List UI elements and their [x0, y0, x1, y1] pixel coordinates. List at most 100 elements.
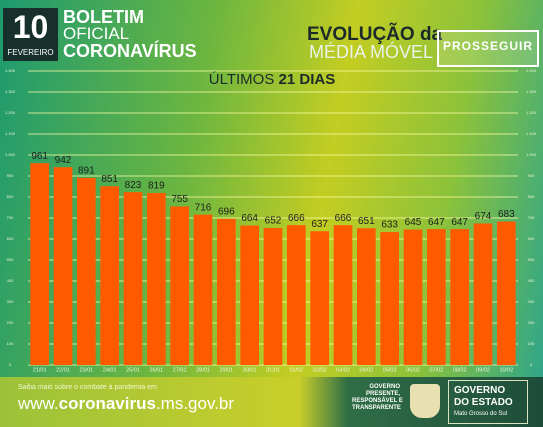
y2-tick-label: 1.200 [526, 110, 537, 115]
x-tick-label: 25/01 [126, 367, 140, 373]
x-tick-label: 22/01 [56, 367, 70, 373]
y-tick-label: 600 [7, 236, 14, 241]
y-tick-label: 1.000 [5, 152, 16, 157]
y-tick-label: 0 [9, 362, 12, 367]
url-part: coronavirus [58, 394, 156, 413]
url-part: www. [18, 394, 59, 413]
y2-tick-label: 1.300 [526, 89, 537, 94]
footer: Saiba mais sobre o combate à pandemia em… [0, 377, 543, 427]
y-tick-label: 800 [7, 194, 14, 199]
y2-tick-label: 1.400 [526, 68, 537, 73]
y2-tick-label: 900 [528, 173, 535, 178]
value-label: 666 [288, 213, 305, 224]
y2-tick-label: 200 [528, 320, 535, 325]
bar [380, 232, 399, 365]
x-tick-label: 10/02 [499, 367, 513, 373]
x-tick-label: 06/02 [406, 367, 420, 373]
value-label: 664 [241, 213, 258, 224]
value-label: 674 [475, 211, 492, 222]
y-tick-label: 1.300 [5, 89, 16, 94]
footer-url: www.coronavirus.ms.gov.br [18, 394, 234, 414]
y2-tick-label: 300 [528, 299, 535, 304]
bar [497, 221, 516, 365]
gov-line: GOVERNO [454, 385, 506, 396]
bulletin-1: BOLETIM [63, 7, 144, 27]
x-tick-label: 04/02 [359, 367, 373, 373]
y2-tick-label: 600 [528, 236, 535, 241]
day: 10 [12, 9, 49, 45]
bar [100, 186, 119, 365]
value-label: 891 [78, 166, 95, 177]
y2-tick-label: 700 [528, 215, 535, 220]
bar [473, 223, 493, 365]
coat-of-arms [410, 384, 440, 418]
y-tick-label: 400 [7, 278, 14, 283]
y2-tick-label: 500 [528, 257, 535, 262]
bulletin-2: OFICIAL [63, 24, 130, 43]
title-part: 21 DIAS [279, 71, 336, 88]
bar [427, 229, 446, 365]
bar [333, 225, 353, 365]
value-label: 851 [101, 174, 118, 185]
y-tick-label: 300 [7, 299, 14, 304]
y2-tick-label: 800 [528, 194, 535, 199]
x-tick-label: 30/01 [243, 367, 257, 373]
y-tick-label: 1.100 [5, 131, 16, 136]
x-tick-label: 31/01 [266, 367, 280, 373]
bar [450, 229, 469, 365]
value-label: 647 [451, 217, 468, 228]
y2-tick-label: 400 [528, 278, 535, 283]
x-tick-label: 07/02 [429, 367, 443, 373]
bar [287, 225, 306, 365]
value-label: 819 [148, 181, 165, 192]
value-label: 716 [195, 202, 212, 213]
x-tick-label: 08/02 [453, 367, 467, 373]
bar [170, 206, 189, 365]
footer-note: Saiba mais sobre o combate à pandemia em [18, 384, 157, 391]
value-label: 647 [428, 217, 445, 228]
badge: PROSSEGUIR [437, 30, 539, 67]
x-tick-label: 26/01 [149, 367, 163, 373]
y2-tick-label: 100 [528, 341, 535, 346]
slogan-line: GOVERNO [369, 384, 400, 390]
value-label: 652 [265, 216, 282, 227]
x-tick-label: 27/01 [173, 367, 187, 373]
value-label: 823 [125, 180, 142, 191]
value-label: 696 [218, 206, 235, 217]
y-tick-label: 500 [7, 257, 14, 262]
x-tick-label: 03/02 [336, 367, 350, 373]
badge-text: PROSSEGUIR [443, 39, 534, 53]
value-label: 651 [358, 216, 375, 227]
value-label: 645 [405, 217, 422, 228]
x-tick-label: 01/02 [289, 367, 303, 373]
y-tick-label: 100 [7, 341, 14, 346]
bar [357, 228, 376, 365]
url-part: .ms.gov.br [155, 394, 235, 413]
heading-1: EVOLUÇÃO da [307, 24, 443, 45]
date-box: 10 FEVEREIRO [3, 8, 58, 61]
month: FEVEREIRO [7, 48, 54, 57]
y2-tick-label: 0 [530, 362, 533, 367]
y-tick-label: 700 [7, 215, 14, 220]
heading-2: MÉDIA MÓVEL [309, 42, 434, 62]
y-tick-label: 200 [7, 320, 14, 325]
y-tick-label: 1.400 [5, 68, 16, 73]
bar [123, 192, 143, 365]
value-label: 961 [31, 151, 48, 162]
value-label: 942 [55, 155, 72, 166]
chart-title: ÚLTIMOS 21 DIAS [209, 71, 335, 88]
bar [147, 193, 166, 365]
value-label: 633 [381, 220, 398, 231]
y-tick-label: 900 [7, 173, 14, 178]
slogan-line: TRANSPARENTE [352, 405, 401, 411]
gov-line: DO ESTADO [454, 397, 513, 408]
bar [403, 229, 423, 365]
y2-tick-label: 1.100 [526, 131, 537, 136]
y2-tick-label: 1.000 [526, 152, 537, 157]
bar [263, 228, 283, 365]
bar [240, 225, 259, 365]
x-tick-label: 21/01 [33, 367, 47, 373]
bar [193, 214, 213, 365]
